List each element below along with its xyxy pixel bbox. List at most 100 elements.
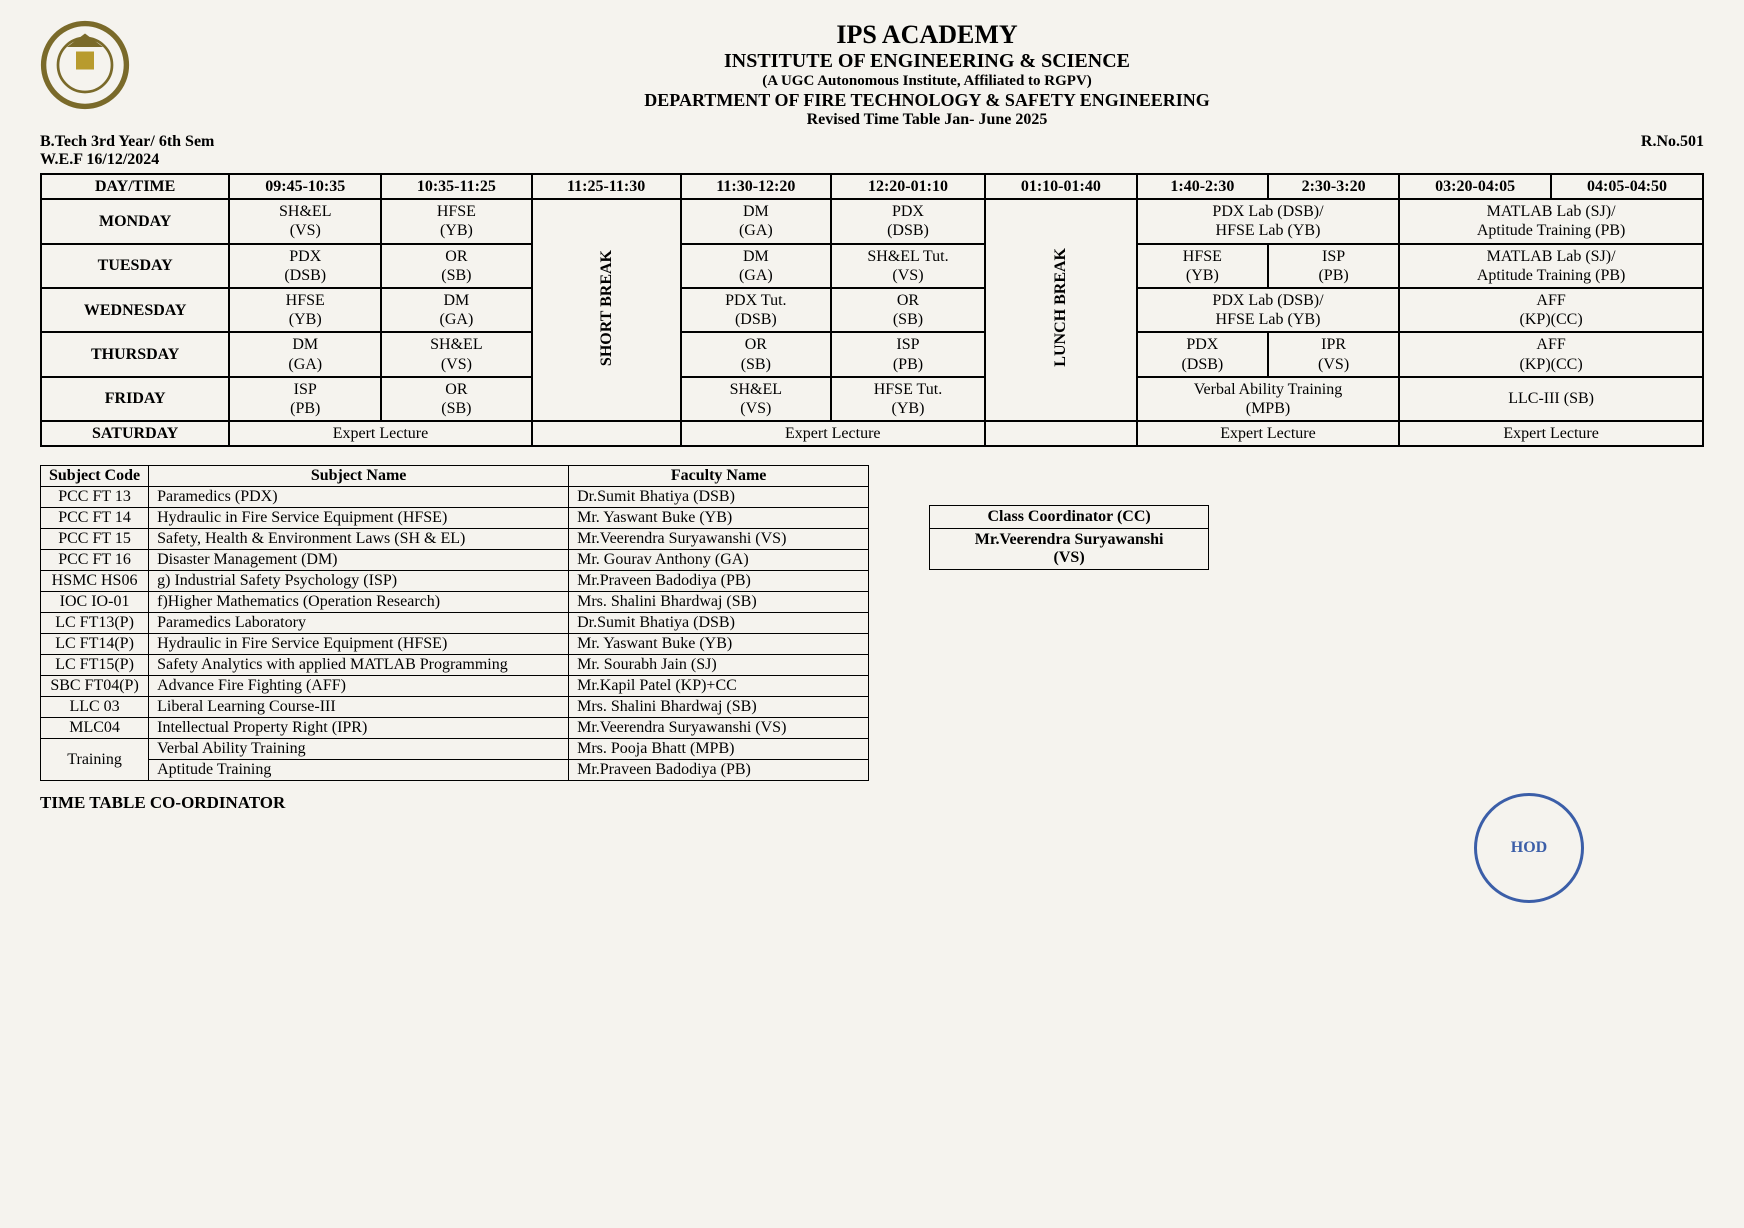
col-1130: 11:30-12:20 — [681, 174, 831, 199]
cell: OR(SB) — [381, 244, 531, 288]
cell: PDX Lab (DSB)/HFSE Lab (YB) — [1137, 288, 1399, 332]
col-0230: 2:30-3:20 — [1268, 174, 1399, 199]
subject-row: LC FT15(P)Safety Analytics with applied … — [41, 655, 869, 676]
subject-name: Hydraulic in Fire Service Equipment (HFS… — [149, 634, 569, 655]
hod-label: HOD — [1511, 839, 1547, 857]
subject-code: IOC IO-01 — [41, 592, 149, 613]
day-label: FRIDAY — [41, 377, 229, 421]
day-label: TUESDAY — [41, 244, 229, 288]
cell: ISP(PB) — [831, 332, 985, 376]
cell: PDX Tut.(DSB) — [681, 288, 831, 332]
subject-name: Paramedics Laboratory — [149, 613, 569, 634]
subject-row: MLC04Intellectual Property Right (IPR)Mr… — [41, 718, 869, 739]
cell: DM(GA) — [381, 288, 531, 332]
short-break-cell: SHORT BREAK — [532, 199, 681, 421]
training-subject: Verbal Ability Training — [149, 739, 569, 760]
cell: AFF(KP)(CC) — [1399, 332, 1703, 376]
faculty-name: Mr.Veerendra Suryawanshi (VS) — [569, 529, 869, 550]
row-friday: FRIDAY ISP(PB) OR(SB) SH&EL(VS) HFSE Tut… — [41, 377, 1703, 421]
affiliation-text: (A UGC Autonomous Institute, Affiliated … — [150, 73, 1704, 90]
subject-row: PCC FT 13Paramedics (PDX)Dr.Sumit Bhatiy… — [41, 487, 869, 508]
subject-name: Disaster Management (DM) — [149, 550, 569, 571]
cell: OR(SB) — [831, 288, 985, 332]
academy-logo — [40, 20, 130, 110]
day-label: SATURDAY — [41, 421, 229, 446]
cell: SH&EL(VS) — [381, 332, 531, 376]
lunch-break-cell: LUNCH BREAK — [985, 199, 1137, 421]
row-wednesday: WEDNESDAY HFSE(YB) DM(GA) PDX Tut.(DSB) … — [41, 288, 1703, 332]
cell: Verbal Ability Training(MPB) — [1137, 377, 1399, 421]
faculty-name: Mr.Praveen Badodiya (PB) — [569, 571, 869, 592]
subject-row: HSMC HS06g) Industrial Safety Psychology… — [41, 571, 869, 592]
subject-code: SBC FT04(P) — [41, 676, 149, 697]
subject-code: LC FT13(P) — [41, 613, 149, 634]
hod-stamp: HOD — [1474, 793, 1584, 903]
cell: Expert Lecture — [681, 421, 985, 446]
training-faculty: Mrs. Pooja Bhatt (MPB) — [569, 739, 869, 760]
faculty-name: Mr. Yaswant Buke (YB) — [569, 508, 869, 529]
subject-code: LC FT14(P) — [41, 634, 149, 655]
wef-label: W.E.F 16/12/2024 — [40, 151, 214, 169]
cell: PDX(DSB) — [229, 244, 381, 288]
col-1220: 12:20-01:10 — [831, 174, 985, 199]
subject-row: PCC FT 16Disaster Management (DM)Mr. Gou… — [41, 550, 869, 571]
col-1035: 10:35-11:25 — [381, 174, 531, 199]
subjects-table: Subject Code Subject Name Faculty Name P… — [40, 465, 869, 781]
col-0140: 1:40-2:30 — [1137, 174, 1268, 199]
col-1125: 11:25-11:30 — [532, 174, 681, 199]
subject-row: LC FT14(P)Hydraulic in Fire Service Equi… — [41, 634, 869, 655]
faculty-name: Dr.Sumit Bhatiya (DSB) — [569, 487, 869, 508]
row-thursday: THURSDAY DM(GA) SH&EL(VS) OR(SB) ISP(PB)… — [41, 332, 1703, 376]
timetable-coordinator-label: TIME TABLE CO-ORDINATOR — [40, 793, 285, 903]
faculty-name: Mrs. Shalini Bhardwaj (SB) — [569, 592, 869, 613]
institution-name: IPS ACADEMY — [150, 20, 1704, 50]
subjects-col-faculty: Faculty Name — [569, 466, 869, 487]
institute-name: INSTITUTE OF ENGINEERING & SCIENCE — [150, 50, 1704, 73]
cc-title: Class Coordinator (CC) — [930, 506, 1208, 529]
cell: HFSE(YB) — [229, 288, 381, 332]
subject-name: g) Industrial Safety Psychology (ISP) — [149, 571, 569, 592]
cell: AFF(KP)(CC) — [1399, 288, 1703, 332]
col-0945: 09:45-10:35 — [229, 174, 381, 199]
cell: DM(GA) — [229, 332, 381, 376]
class-coordinator-box: Class Coordinator (CC) Mr.Veerendra Sury… — [929, 505, 1209, 570]
cell: PDX(DSB) — [1137, 332, 1268, 376]
cell: ISP(PB) — [1268, 244, 1399, 288]
subject-name: Hydraulic in Fire Service Equipment (HFS… — [149, 508, 569, 529]
subject-row: IOC IO-01f)Higher Mathematics (Operation… — [41, 592, 869, 613]
faculty-name: Mr.Veerendra Suryawanshi (VS) — [569, 718, 869, 739]
subject-row: PCC FT 15Safety, Health & Environment La… — [41, 529, 869, 550]
col-0110: 01:10-01:40 — [985, 174, 1137, 199]
subject-name: Liberal Learning Course-III — [149, 697, 569, 718]
day-label: WEDNESDAY — [41, 288, 229, 332]
subject-code: PCC FT 16 — [41, 550, 149, 571]
cell: ISP(PB) — [229, 377, 381, 421]
training-subject: Aptitude Training — [149, 760, 569, 781]
subject-code: LC FT15(P) — [41, 655, 149, 676]
faculty-name: Mr. Sourabh Jain (SJ) — [569, 655, 869, 676]
subjects-col-code: Subject Code — [41, 466, 149, 487]
room-number: R.No.501 — [1641, 133, 1704, 169]
cell: DM(GA) — [681, 199, 831, 243]
cell: LLC-III (SB) — [1399, 377, 1703, 421]
col-daytime: DAY/TIME — [41, 174, 229, 199]
timetable-header-row: DAY/TIME 09:45-10:35 10:35-11:25 11:25-1… — [41, 174, 1703, 199]
cell: Expert Lecture — [1399, 421, 1703, 446]
faculty-name: Mr. Gourav Anthony (GA) — [569, 550, 869, 571]
cell: OR(SB) — [681, 332, 831, 376]
subject-row: LLC 03Liberal Learning Course-IIIMrs. Sh… — [41, 697, 869, 718]
training-label: Training — [41, 739, 149, 781]
cell: SH&EL Tut.(VS) — [831, 244, 985, 288]
subject-code: PCC FT 13 — [41, 487, 149, 508]
subject-name: Paramedics (PDX) — [149, 487, 569, 508]
faculty-name: Mr.Kapil Patel (KP)+CC — [569, 676, 869, 697]
subject-code: MLC04 — [41, 718, 149, 739]
cell: HFSE(YB) — [381, 199, 531, 243]
department-name: DEPARTMENT OF FIRE TECHNOLOGY & SAFETY E… — [150, 90, 1704, 111]
subject-row: PCC FT 14Hydraulic in Fire Service Equip… — [41, 508, 869, 529]
training-faculty: Mr.Praveen Badodiya (PB) — [569, 760, 869, 781]
subject-name: Advance Fire Fighting (AFF) — [149, 676, 569, 697]
subject-code: LLC 03 — [41, 697, 149, 718]
cell: SH&EL(VS) — [229, 199, 381, 243]
cell: HFSE Tut.(YB) — [831, 377, 985, 421]
